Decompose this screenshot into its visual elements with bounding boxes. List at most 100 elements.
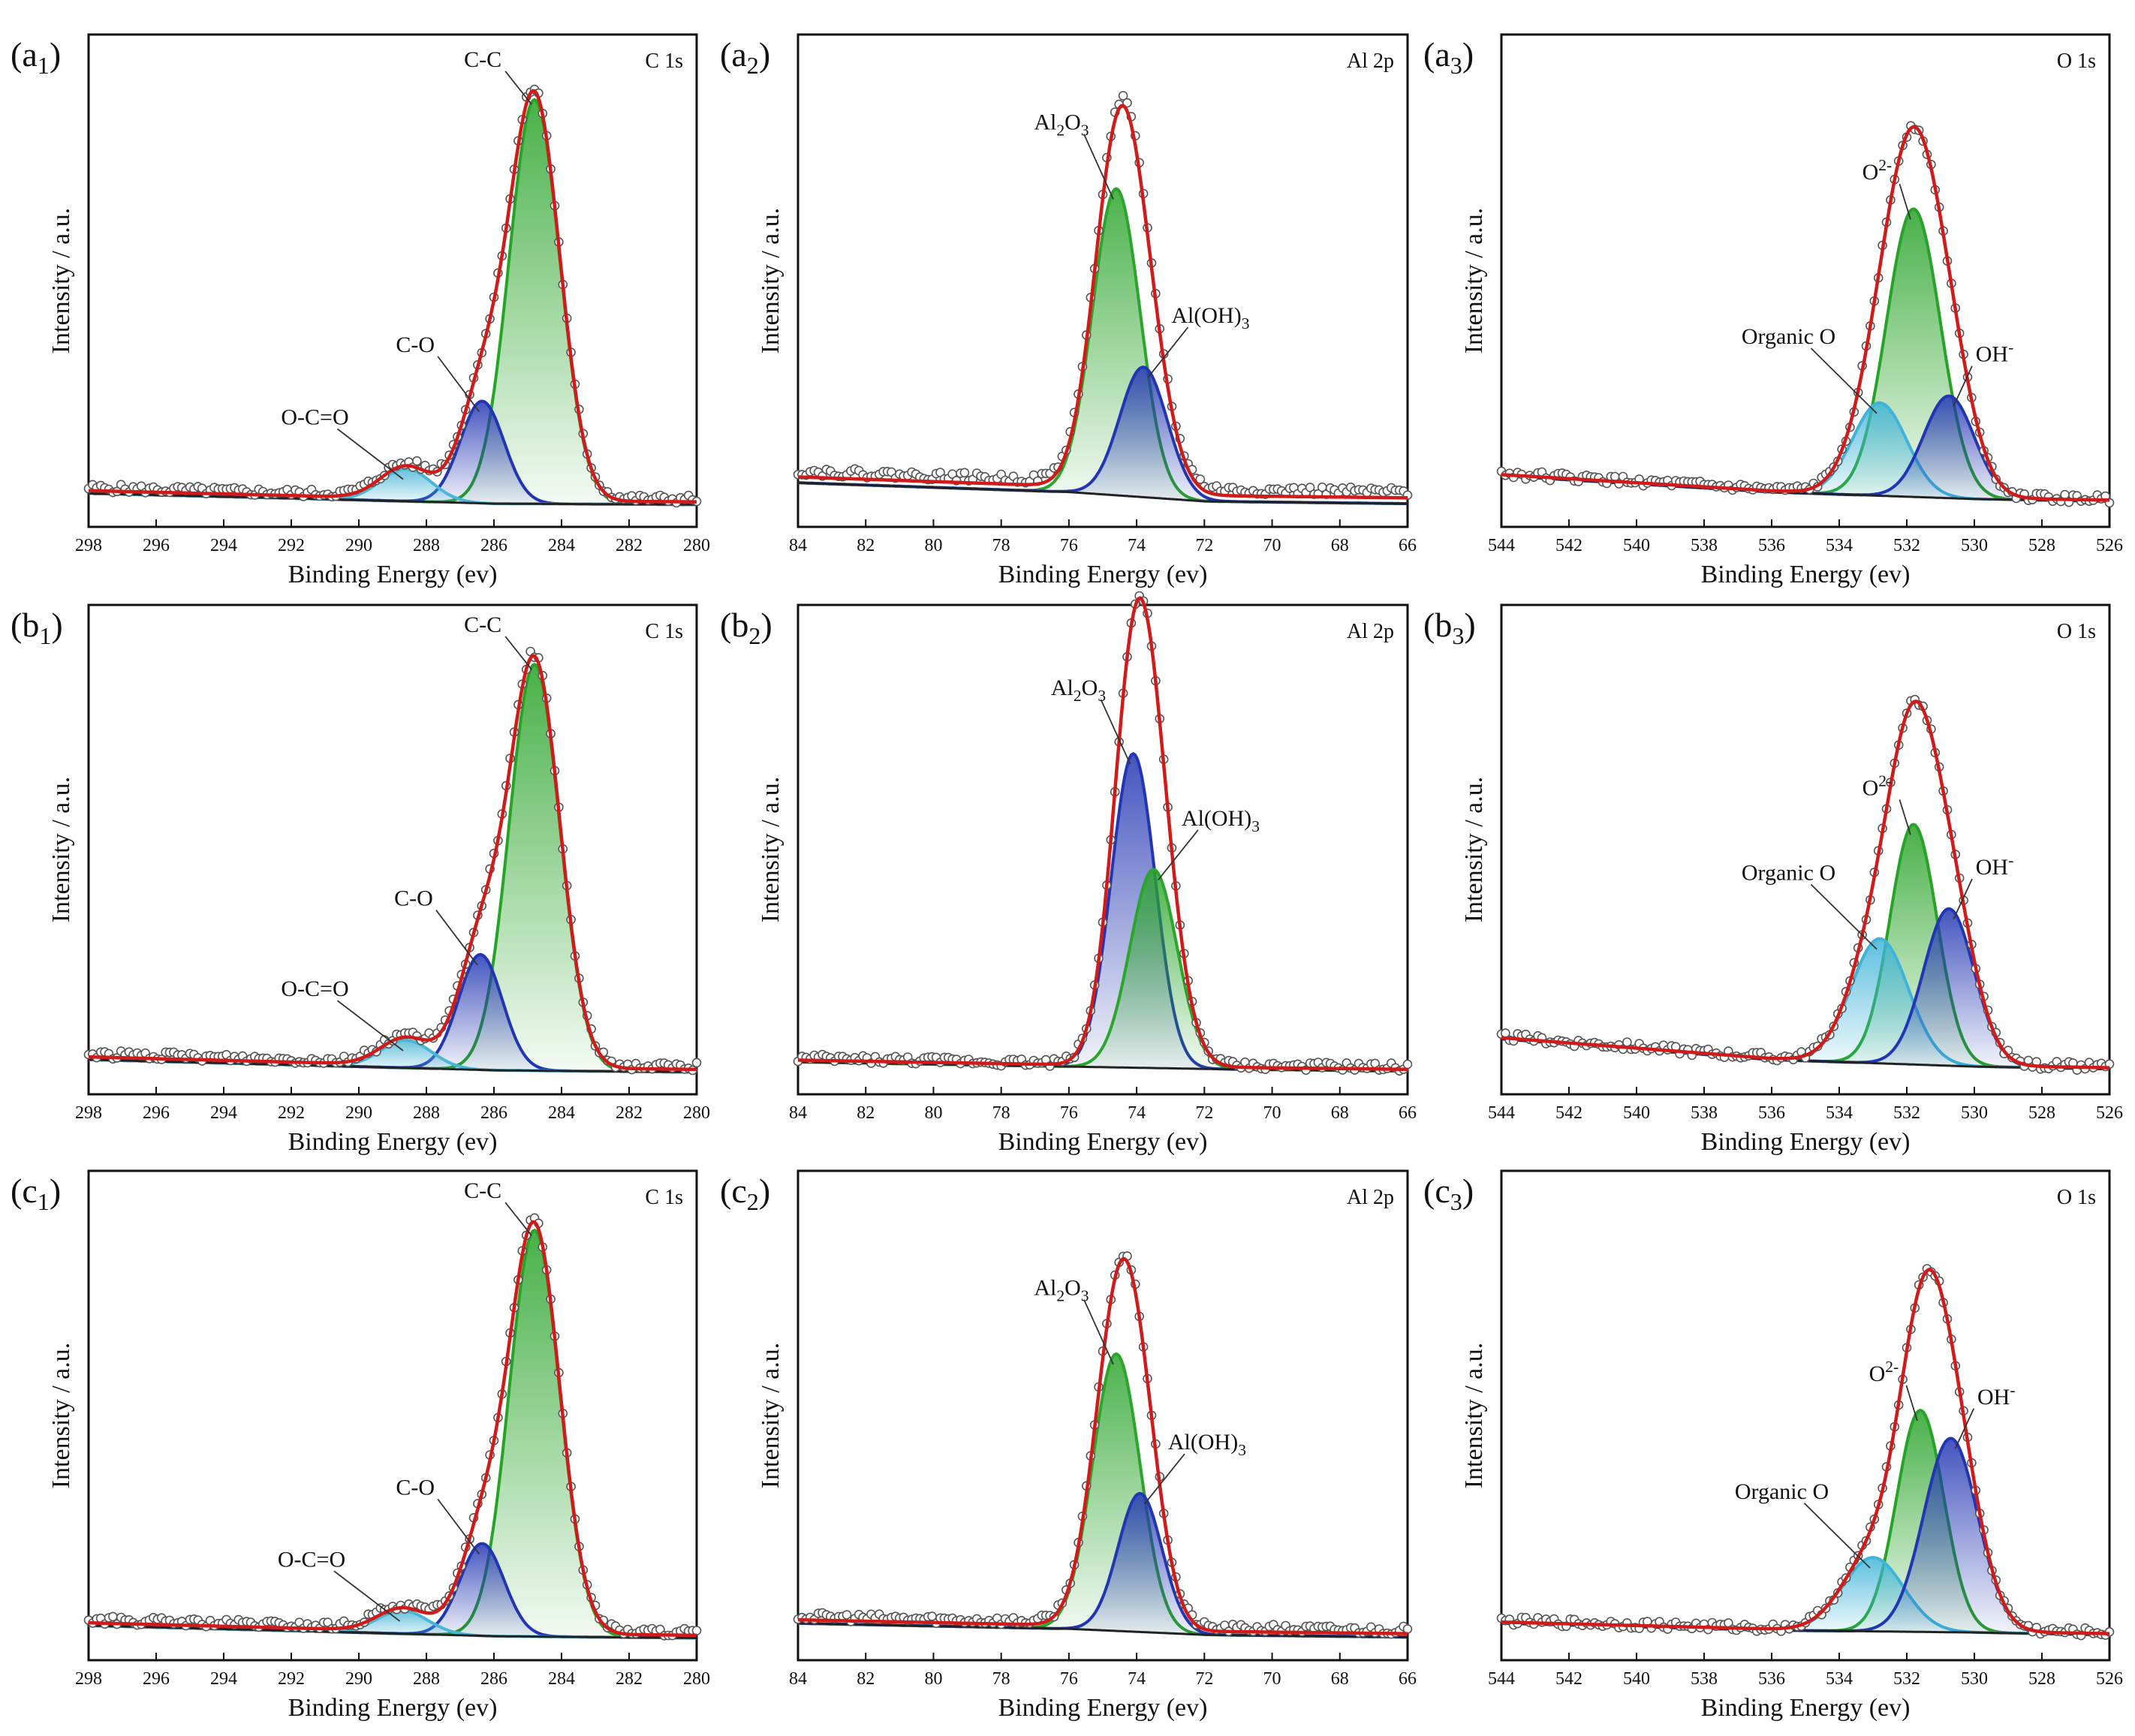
x-tick-label: 532: [1893, 536, 1920, 555]
x-tick-label: 534: [1826, 1103, 1853, 1123]
element-label: O 1s: [2057, 1186, 2096, 1209]
raw-data-points: [83, 646, 702, 1076]
element-label: Al 2p: [1347, 50, 1394, 73]
leader-line: [1803, 1503, 1871, 1569]
x-tick-label: 538: [1691, 1103, 1718, 1123]
y-axis-title: Intensity / a.u.: [1460, 777, 1488, 923]
element-label: Al 2p: [1347, 1186, 1394, 1209]
x-tick-label: 540: [1623, 1669, 1650, 1689]
peak-label-o-c-o: O-C=O: [281, 976, 348, 1001]
raw-point: [1118, 91, 1128, 101]
peak-fill-oh: [1501, 908, 2109, 1070]
peak-fill-oh: [1501, 1438, 2109, 1635]
peak-label-al2o3: Al2O3: [1051, 675, 1106, 705]
x-tick-label: 84: [789, 536, 807, 555]
leader-line: [1083, 1299, 1114, 1365]
leader-line: [1954, 1408, 1975, 1449]
x-tick-label: 82: [857, 536, 875, 555]
x-tick-label: 286: [480, 1103, 507, 1123]
envelope-fit: [89, 654, 697, 1072]
peak-label-o2: O2-: [1862, 772, 1893, 800]
x-tick-label: 292: [278, 536, 305, 555]
leader-line: [1100, 699, 1131, 765]
plot-frame: [796, 33, 1409, 528]
leader-line: [333, 1570, 401, 1622]
x-tick-label: 286: [480, 536, 507, 555]
x-tick-label: 532: [1893, 1669, 1920, 1689]
y-axis-title: Intensity / a.u.: [47, 777, 75, 923]
x-tick-label: 84: [789, 1103, 807, 1123]
leader-line: [504, 71, 532, 105]
x-tick-label: 526: [2096, 1669, 2123, 1689]
x-tick-label: 84: [789, 1669, 807, 1689]
panel-label: (b1): [11, 606, 63, 649]
raw-point: [2060, 489, 2070, 500]
leader-line: [437, 1498, 480, 1555]
raw-point: [842, 1610, 852, 1620]
raw-point: [1402, 1624, 1413, 1634]
x-axis-title: Binding Energy (ev): [998, 561, 1208, 588]
x-tick-label: 80: [924, 1103, 942, 1123]
peak-label-al-oh-3: Al(OH)3: [1168, 1430, 1246, 1459]
leader-line: [1899, 183, 1911, 220]
y-axis-title: Intensity / a.u.: [47, 1343, 75, 1489]
x-tick-label: 284: [548, 536, 575, 555]
peak-label-organic-o: Organic O: [1742, 860, 1835, 885]
panel-a2: 84 82 80 78 76 74 72 70 68 66 Binding Energy (ev) I…: [720, 33, 1417, 588]
element-label: C 1s: [645, 620, 683, 643]
y-axis-title: Intensity / a.u.: [757, 208, 784, 354]
raw-data-points: [83, 1213, 702, 1641]
x-tick-label: 72: [1195, 536, 1213, 555]
x-axis-title: Binding Energy (ev): [1701, 561, 1911, 588]
x-tick-label: 296: [143, 536, 170, 555]
plot-frame: [87, 33, 698, 528]
raw-point: [108, 1611, 118, 1622]
leader-line: [1157, 829, 1199, 881]
background-line: [798, 1622, 1408, 1638]
x-tick-label: 76: [1060, 536, 1078, 555]
x-tick-label: 288: [413, 1103, 440, 1123]
panel-b2: 84 82 80 78 76 74 72 70 68 66 Binding Energy (ev) I…: [720, 591, 1417, 1156]
x-tick-label: 82: [857, 1103, 875, 1123]
panel-label: (a3): [1423, 35, 1474, 79]
envelope-fit: [1501, 125, 2109, 502]
background-line: [88, 492, 697, 506]
panel-c1: 298 296 294 292 290 288 286 284 282 280 Binding En…: [11, 1169, 710, 1722]
x-tick-label: 540: [1623, 536, 1650, 555]
x-tick-label: 530: [1961, 1103, 1988, 1123]
peak-label-al2o3: Al2O3: [1034, 110, 1089, 140]
peak-fill-o2: [1501, 209, 2109, 501]
panel-b3: 544 542 540 538 536 534 532 530 528 526 Binding En…: [1423, 603, 2123, 1156]
x-tick-label: 542: [1555, 1103, 1582, 1123]
peak-fit-o2: [1501, 207, 2110, 503]
element-label: C 1s: [645, 1186, 683, 1209]
panel-label: (c3): [1423, 1172, 1474, 1215]
panel-c3: 544 542 540 538 536 534 532 530 528 526 Binding En…: [1423, 1169, 2123, 1722]
peak-label-c-o: C-O: [396, 332, 435, 357]
raw-point: [1122, 98, 1132, 108]
x-tick-label: 280: [683, 536, 710, 555]
x-tick-label: 298: [75, 1103, 102, 1123]
peak-label-o2: O2-: [1862, 156, 1893, 185]
peak-fit-c-c: [88, 98, 697, 507]
x-tick-label: 280: [683, 1669, 710, 1689]
leader-line: [1083, 134, 1114, 200]
x-axis-title: Binding Energy (ev): [288, 561, 498, 588]
peak-fill-c-c: [89, 1230, 697, 1638]
peak-fill-al-oh-3: [798, 367, 1408, 504]
leader-line: [1905, 1385, 1918, 1422]
x-tick-label: 294: [210, 1103, 237, 1123]
peak-label-oh: OH-: [1976, 338, 2014, 367]
x-tick-label: 540: [1623, 1103, 1650, 1123]
peak-label-c-c: C-C: [464, 47, 501, 72]
x-tick-label: 542: [1555, 536, 1582, 555]
y-axis-title: Intensity / a.u.: [1460, 208, 1488, 354]
plot-frame: [1500, 603, 2111, 1096]
leader-line: [435, 910, 478, 966]
peak-fit-c-c: [89, 662, 697, 1074]
envelope-fit: [1501, 1268, 2109, 1635]
x-axis-title: Binding Energy (ev): [998, 1694, 1208, 1722]
peak-fill-o-c-o: [89, 1039, 697, 1073]
x-tick-label: 288: [413, 536, 440, 555]
peak-label-organic-o: Organic O: [1742, 324, 1835, 349]
